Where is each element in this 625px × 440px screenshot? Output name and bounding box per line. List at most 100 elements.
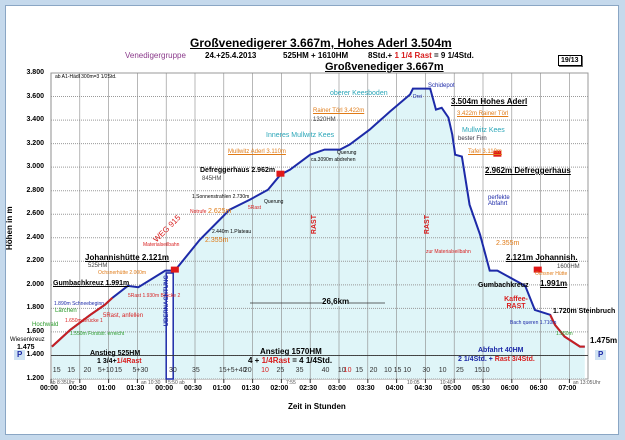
x-tick-label: 06:30: [529, 385, 548, 392]
time-755: 7:55: [286, 380, 296, 386]
hm1600-label: 1600HM: [557, 264, 580, 270]
anstieg2-total: = 4 1/4Std.: [290, 356, 333, 365]
start-elev: 1.475: [17, 344, 35, 351]
hochwald-label: Hochwald: [32, 322, 59, 328]
m2355-label: 2.355m: [205, 237, 229, 244]
hut-marker-icon: [533, 266, 542, 273]
rainer-label: Rainer Törl 3.422m: [313, 108, 365, 114]
time-post: = 9 1/4Std.: [431, 51, 474, 60]
parking-icon-end: P: [595, 350, 607, 360]
m2355b-label: 2.355m: [496, 240, 520, 247]
defregger-hm: 845HM: [202, 176, 222, 182]
m1550-label: 1.550m: [556, 331, 573, 337]
duration-label: 15: [355, 367, 363, 374]
x-tick-label: 00:00: [40, 385, 58, 392]
kees-label: oberer Keesboden: [330, 90, 388, 97]
duration-label: 10: [343, 367, 352, 374]
uebernachtung-marker: ÜBERNACHTUNG: [164, 275, 170, 327]
y-tick-label: 2.400: [26, 233, 44, 241]
duration-label: 40: [321, 367, 330, 374]
profile-line: [51, 87, 585, 348]
duration-label: 25: [276, 367, 285, 374]
hut-marker-icon: [276, 170, 285, 177]
duration-label: 10: [403, 367, 411, 374]
y-axis-label: Höhen in m: [5, 206, 14, 250]
x-axis-label: Zeit in Stunden: [288, 402, 346, 411]
x-tick-label: 04:00: [385, 385, 404, 392]
parking-icon-start: P: [14, 350, 26, 360]
abfahrt-hm-label: Abfahrt 40HM: [478, 347, 524, 354]
bruecke2-label: 5Rast 1.930m Brücke 2: [128, 293, 181, 299]
duration-label: 30: [422, 367, 431, 374]
y-tick-label: 2.000: [26, 280, 44, 288]
gumbach2-label: Gumbachkreuz: [478, 282, 529, 289]
duration-label: 10: [337, 367, 346, 374]
end-elev: 1.475m: [590, 336, 618, 345]
anstieg1-time: 1 3/4+1/4Rast: [97, 358, 142, 365]
duration-label: 20: [243, 367, 252, 374]
mullwitz-aderl-label: Mullwitz Aderl 3.110m: [228, 149, 286, 155]
abfahrt-rast: Rast 3/4Std.: [494, 356, 535, 363]
anstieg1-rast: 1/4Rast: [116, 358, 142, 365]
duration-label: 15: [52, 367, 61, 374]
group-label: Venedigergruppe: [125, 51, 186, 60]
x-tick-label: 02:00: [270, 385, 289, 392]
x-tick-label: 02:30: [299, 385, 318, 392]
y-tick-label: 2.200: [26, 257, 44, 265]
end-time: an 13:05Uhr: [573, 380, 601, 386]
bruecke1-label: 1.650m Brücke 1: [65, 318, 103, 324]
chart-title: Großvenedigerer 3.667m, Hohes Aderl 3.50…: [190, 36, 452, 50]
duration-label: 10: [384, 367, 392, 374]
x-tick-label: 06:00: [500, 385, 519, 392]
abfahrt-time: 2 1/4Std. + Rast 3/4Std.: [458, 356, 535, 363]
profile-area: [51, 88, 585, 379]
y-tick-label: 1.600: [26, 327, 44, 335]
johannish-label: 2.121m Johannish.: [506, 253, 578, 262]
steinbruch-label: 1.720m Steinbruch: [553, 308, 616, 315]
hut-marker-icon: [493, 150, 502, 157]
hut-marker-icon: [170, 266, 179, 273]
x-tick-label: 01:00: [212, 385, 231, 392]
rainer2-label: 3.422m Rainer Törl: [457, 111, 509, 117]
time-1005: 10:05: [407, 380, 420, 386]
johannis-label: Johannishütte 2.121m: [85, 253, 170, 262]
anstieg1-hours: 1 3/4+: [97, 358, 117, 365]
x-tick-label: 03:00: [328, 385, 346, 392]
time-1040: 10:40: [440, 380, 453, 386]
profile-line-red-start: [51, 297, 114, 348]
anstieg2-hours: 4 +: [248, 356, 262, 365]
wiesenkreuz-label: Wiesenkreuz: [10, 337, 45, 343]
abfahrt-label: perfekte Abfahrt: [488, 195, 510, 207]
anstieg1-label: Anstieg 525HM: [90, 350, 141, 357]
duration-label: 20: [83, 367, 92, 374]
querung2-label: Querung: [337, 150, 357, 156]
plateau-label: 2.440m 1.Plateau: [212, 229, 252, 235]
y-tick-label: 2.600: [26, 210, 44, 218]
x-tick-label: 01:30: [241, 385, 260, 392]
y-tick-label: 3.400: [26, 116, 44, 124]
rast-marker-2: RAST: [424, 215, 431, 235]
m2625-label: 2.625m: [208, 208, 232, 215]
duration-label: 35: [192, 367, 200, 374]
ochsner-label: Ochsnerhütte 2.000m: [98, 270, 147, 276]
x-tick-label: 05:30: [472, 385, 490, 392]
material2-label: zur Materialseilbahn: [426, 249, 471, 255]
distance-label: 26,6km: [322, 297, 350, 306]
forststr-label: 1.550m Forststr. erreicht: [70, 331, 125, 337]
page-badge: 19/13: [558, 55, 582, 66]
bach-label: Bach queren 1.710m: [510, 320, 557, 326]
summit-title: Großvenediger 3.667m: [325, 61, 444, 73]
johannis-hm: 525HM: [88, 263, 108, 269]
mullwitz-kees-label: Mullwitz Kees: [462, 127, 505, 134]
duration-label: 25: [456, 367, 464, 374]
defregger2-label: 2.962m Defreggerhaus: [485, 166, 571, 175]
aderl-label: 3.504m Hohes Aderl: [451, 97, 528, 106]
laerchen-label: Lärchen: [55, 308, 77, 314]
hm-label: 525HM + 1610HM: [283, 51, 349, 60]
m1991-label: 1.991m: [540, 279, 568, 288]
querung-label: Querung: [264, 199, 284, 205]
x-tick-label: 05:00: [443, 385, 462, 392]
x-tick-label: 04:30: [414, 385, 433, 392]
x-tick-label: 03:30: [356, 385, 375, 392]
